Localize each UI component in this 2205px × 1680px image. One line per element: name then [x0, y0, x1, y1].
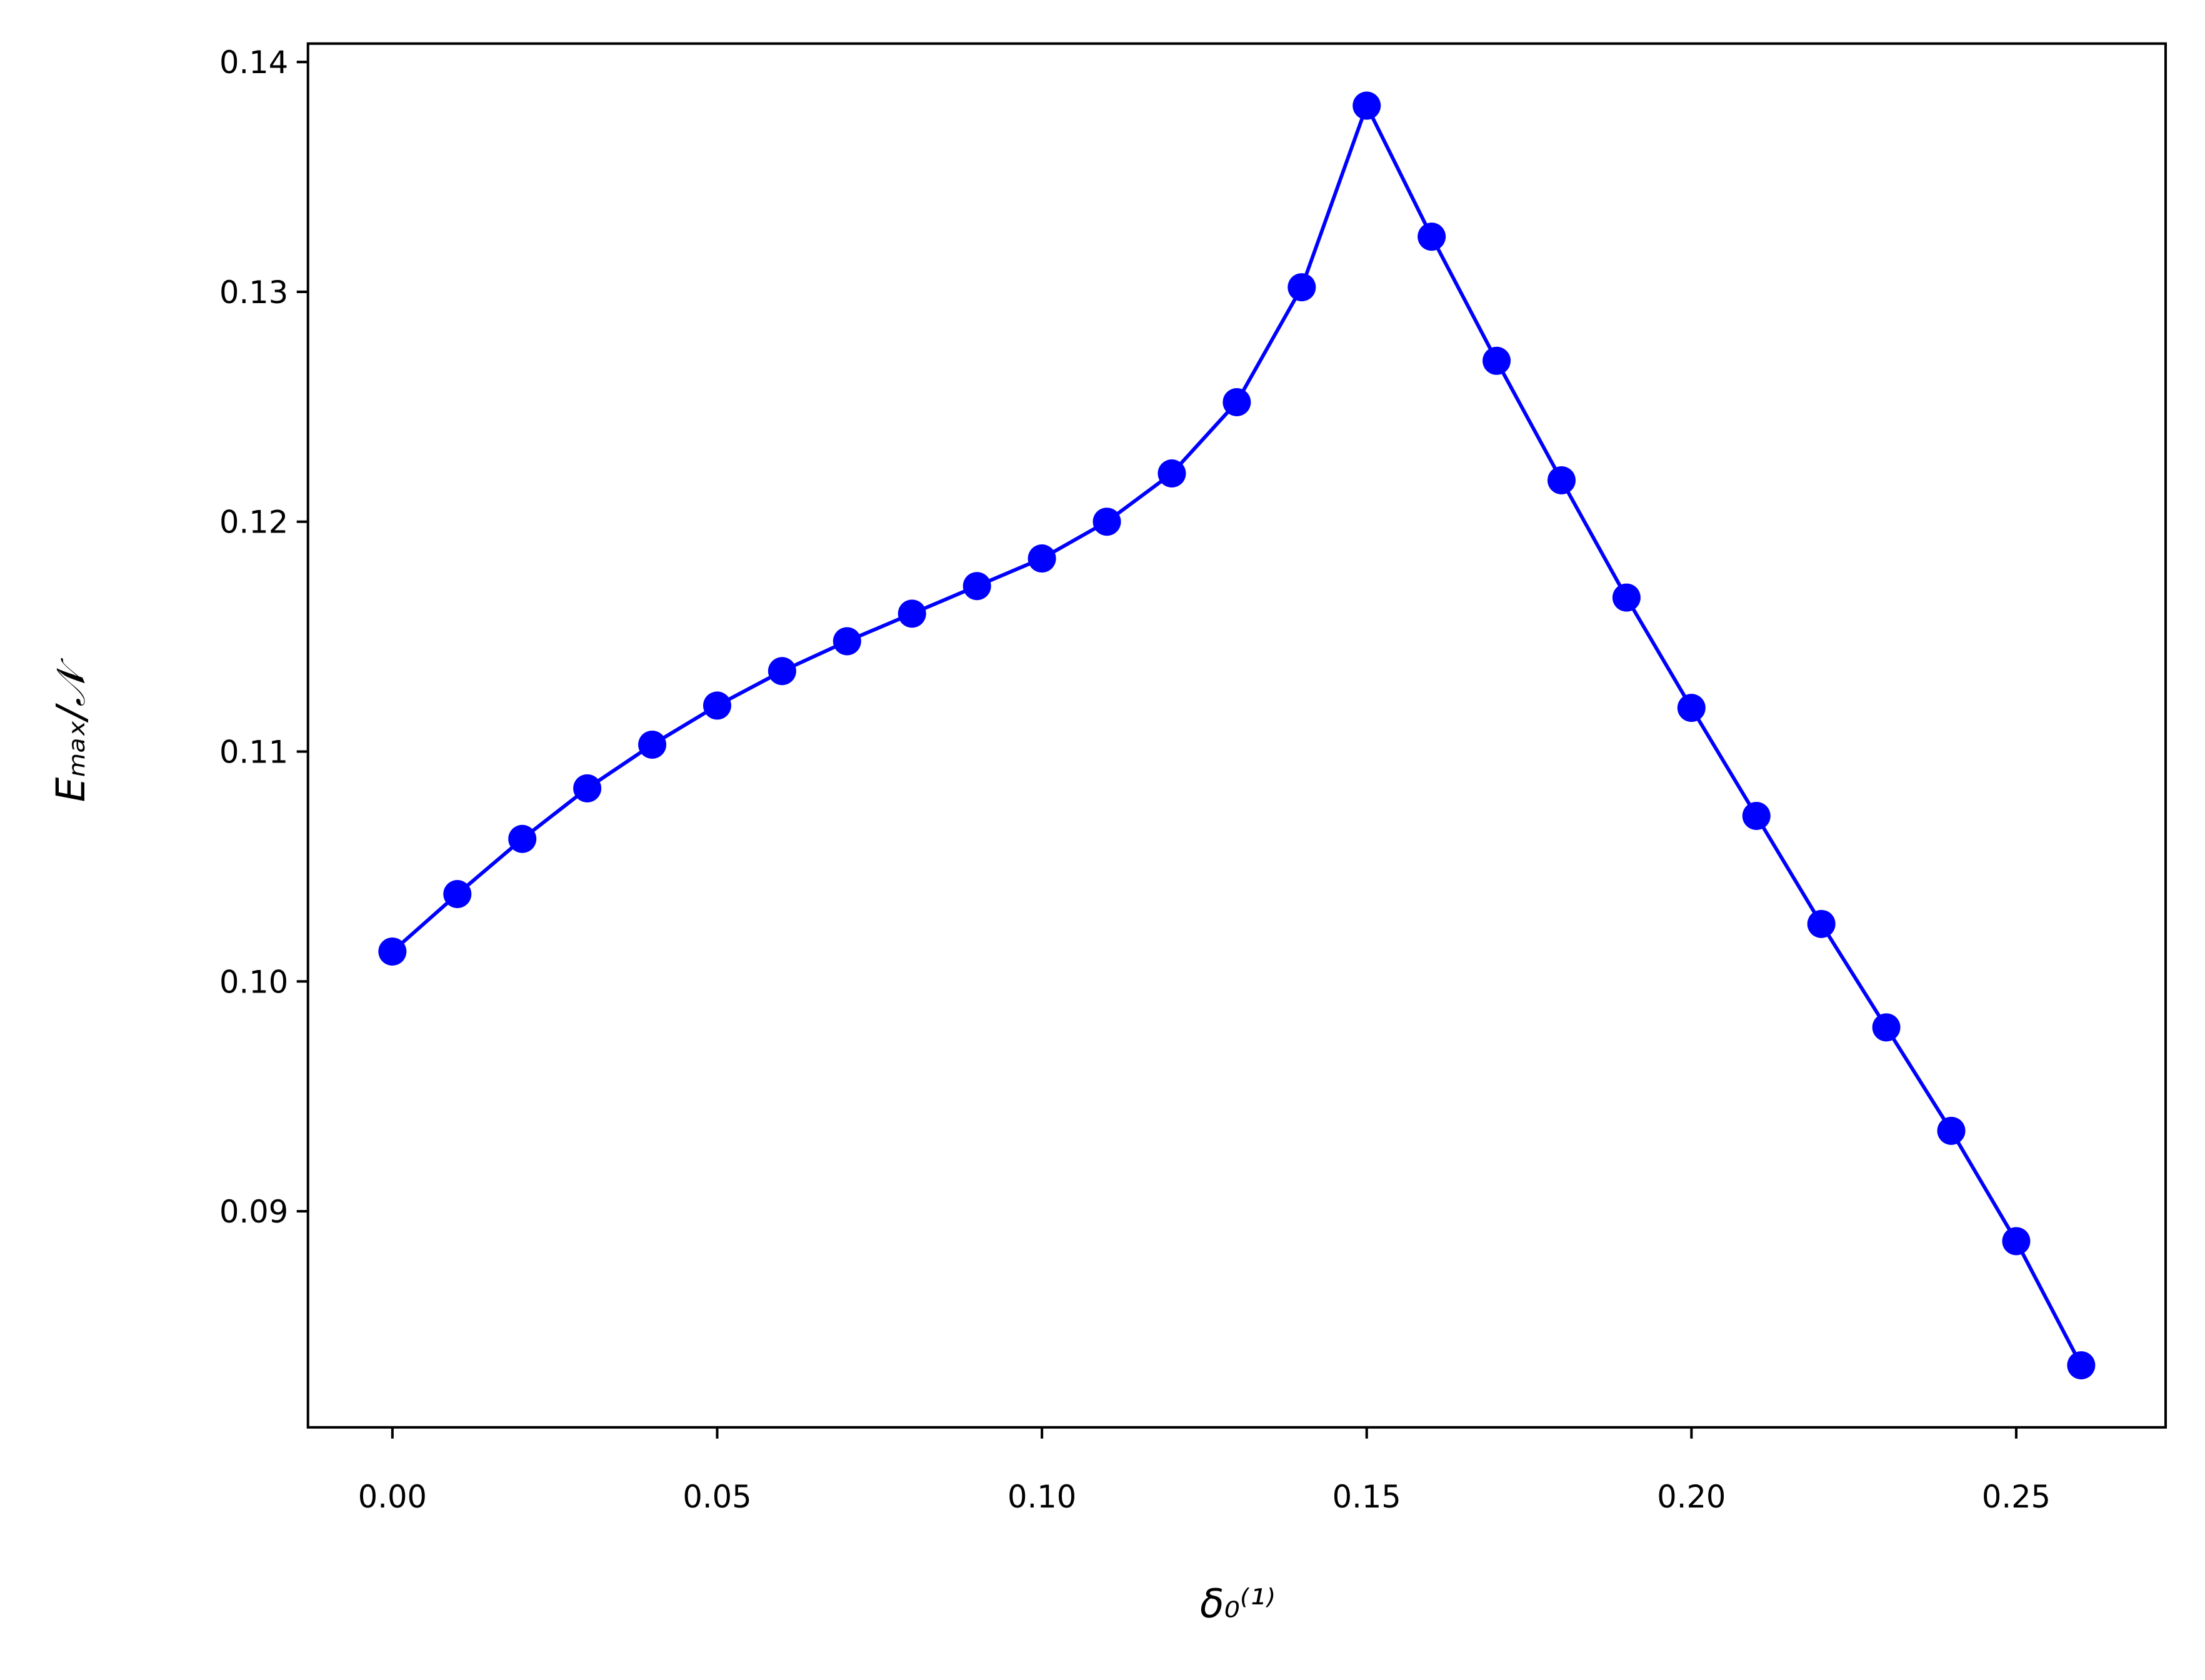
x-tick-label: 0.20 — [1657, 1479, 1726, 1515]
y-tick-label: 0.11 — [219, 734, 288, 770]
data-point — [1418, 222, 1446, 251]
x-tick-label: 0.00 — [358, 1479, 427, 1515]
y-tick-label: 0.13 — [219, 274, 288, 311]
data-point — [378, 937, 407, 966]
x-tick-label: 0.15 — [1332, 1479, 1401, 1515]
x-tick-label: 0.10 — [1008, 1479, 1076, 1515]
x-tick-label: 0.05 — [682, 1479, 751, 1515]
y-tick-label: 0.14 — [219, 44, 288, 81]
data-point — [1352, 91, 1381, 120]
data-point — [2067, 1351, 2096, 1379]
data-point — [443, 880, 472, 909]
data-point — [768, 657, 796, 686]
data-point — [1742, 801, 1771, 830]
y-axis-label: Eₘₐₓ/𝒩 — [48, 658, 94, 802]
x-tick-label: 0.25 — [1982, 1479, 2051, 1515]
data-point — [508, 824, 537, 853]
y-tick-label: 0.12 — [219, 504, 288, 541]
data-point — [1092, 508, 1121, 536]
data-point — [898, 599, 926, 628]
plot-frame — [306, 42, 2168, 1429]
data-point — [638, 730, 667, 759]
data-point — [1028, 544, 1056, 573]
data-point — [1547, 466, 1576, 495]
x-axis-label: δ₀⁽¹⁾ — [1200, 1581, 1275, 1626]
y-tick-label: 0.10 — [219, 964, 288, 1000]
data-point — [1482, 346, 1511, 375]
data-point — [573, 774, 602, 802]
data-point — [1937, 1116, 1966, 1145]
data-point — [702, 691, 731, 720]
data-point — [1222, 388, 1251, 416]
data-point — [2002, 1227, 2031, 1256]
data-point — [1158, 459, 1186, 488]
data-point — [1677, 694, 1706, 722]
data-point — [1288, 273, 1316, 302]
data-point — [1612, 583, 1641, 612]
data-point — [1872, 1013, 1901, 1042]
data-point — [1807, 909, 1836, 938]
data-point — [832, 627, 861, 656]
data-point — [962, 572, 991, 601]
y-tick-label: 0.09 — [219, 1194, 288, 1230]
